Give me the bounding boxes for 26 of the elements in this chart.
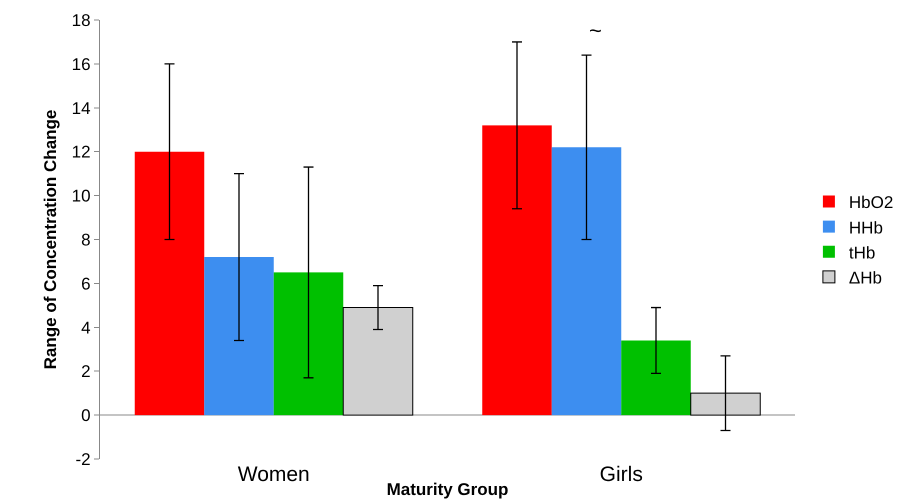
- bar: [482, 125, 552, 416]
- y-tick-label: 18: [72, 10, 91, 30]
- y-tick-label: 0: [81, 406, 91, 426]
- bar: [274, 272, 344, 416]
- y-tick-label: 10: [72, 186, 91, 206]
- x-tick-label: Women: [238, 463, 310, 486]
- y-tick-label: -2: [75, 450, 91, 469]
- bar: [134, 152, 204, 416]
- y-tick-label: 6: [81, 274, 91, 294]
- y-tick-label: 12: [72, 142, 91, 162]
- y-axis-title: Range of Concentration Change: [41, 110, 60, 370]
- annotation: ~: [589, 18, 602, 43]
- bar: [204, 257, 274, 416]
- y-tick-label: 8: [81, 230, 91, 250]
- y-tick-label: 16: [72, 54, 91, 74]
- legend-label: HHb: [848, 218, 883, 238]
- bar: [552, 147, 622, 416]
- x-axis-title: Maturity Group: [386, 480, 508, 499]
- x-tick-label: Girls: [600, 463, 643, 486]
- y-tick-label: 2: [81, 362, 91, 382]
- legend-label: HbO2: [848, 193, 894, 212]
- y-tick-label: 14: [72, 98, 91, 118]
- bar: [621, 340, 691, 416]
- legend-label: tHb: [848, 243, 876, 262]
- y-tick-label: 4: [81, 318, 91, 338]
- legend-label: ΔHb: [848, 268, 882, 288]
